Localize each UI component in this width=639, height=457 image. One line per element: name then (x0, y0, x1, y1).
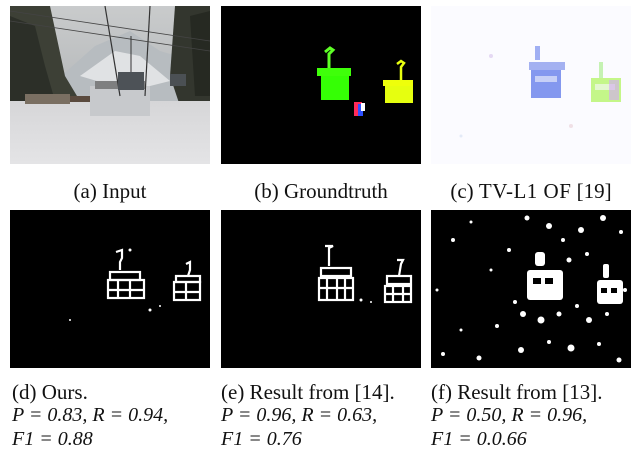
metrics-d-line2: F1 = 0.88 (12, 428, 93, 450)
metrics-f-line2: F1 = 0.0.66 (431, 428, 527, 450)
caption-d: (d) Ours. (12, 380, 88, 404)
metrics-d-line1: P = 0.83, R = 0.94, (12, 404, 169, 426)
caption-c-method: TV-L1 OF (478, 179, 572, 203)
metrics-e-line1: P = 0.96, R = 0.63, (221, 404, 378, 426)
result-13-mask (431, 210, 631, 368)
optical-flow-panel (431, 6, 631, 164)
metrics-e-line2: F1 = 0.76 (221, 428, 302, 450)
caption-a: (a) Input (73, 179, 147, 203)
result-14-panel (221, 210, 421, 368)
groundtruth-panel (221, 6, 421, 164)
caption-f: (f) Result from [13]. (431, 380, 603, 404)
result-13-panel (431, 210, 631, 368)
input-photo-ski-lift (10, 6, 210, 164)
caption-b: (b) Groundtruth (254, 179, 388, 203)
caption-c-prefix: (c) (450, 179, 479, 203)
caption-c-ref: [19] (571, 179, 612, 203)
ours-result-panel (10, 210, 210, 368)
result-14-mask (221, 210, 421, 368)
optical-flow-visualization (431, 6, 631, 164)
caption-e: (e) Result from [14]. (221, 380, 395, 404)
ours-result-mask (10, 210, 210, 368)
metrics-f-line1: P = 0.50, R = 0.96, (431, 404, 588, 426)
input-photo-panel (10, 6, 210, 164)
groundtruth-mask (221, 6, 421, 164)
caption-c: (c) TV-L1 OF [19] (426, 179, 636, 203)
